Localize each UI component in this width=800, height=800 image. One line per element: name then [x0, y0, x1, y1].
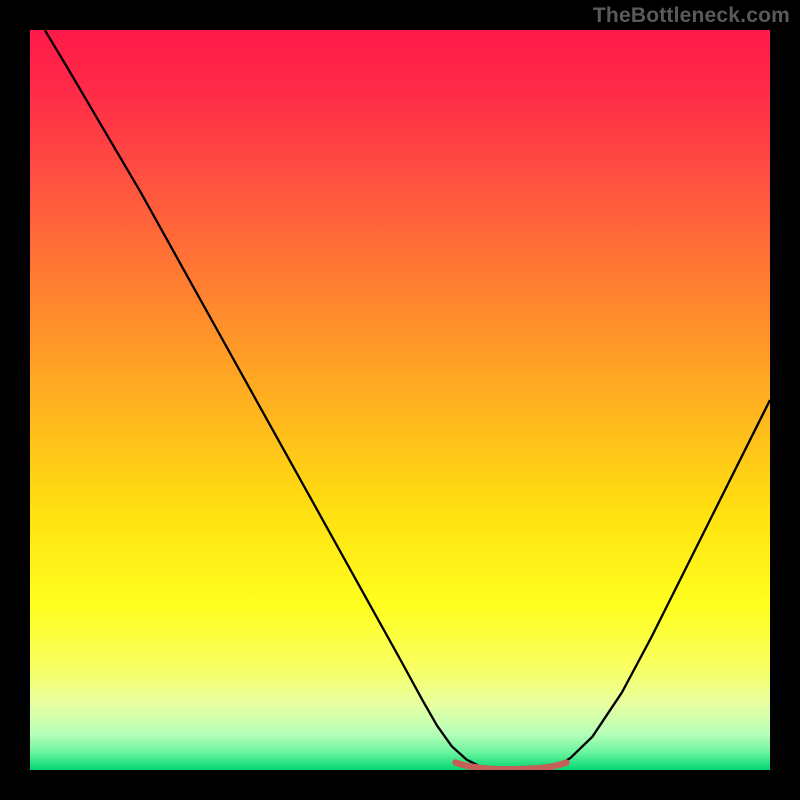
watermark-text: TheBottleneck.com	[593, 4, 790, 28]
plot-area	[30, 30, 770, 770]
bottleneck-curve-chart	[30, 30, 770, 770]
chart-frame: TheBottleneck.com	[0, 0, 800, 800]
